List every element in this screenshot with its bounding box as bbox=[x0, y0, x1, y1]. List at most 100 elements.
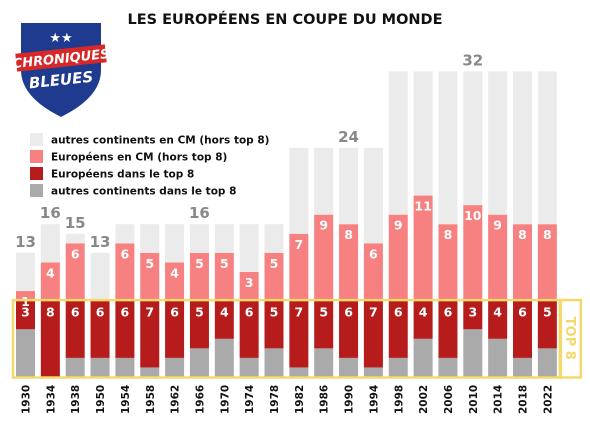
bar-segment bbox=[413, 300, 433, 339]
total-label: 16 bbox=[189, 204, 210, 222]
legend-swatch bbox=[30, 184, 43, 197]
bar-segment bbox=[40, 262, 60, 301]
legend-label: autres continents en CM (hors top 8) bbox=[51, 135, 269, 147]
segment-value-label: 8 bbox=[46, 305, 55, 320]
segment-value-label: 4 bbox=[170, 265, 179, 280]
bar-segment bbox=[363, 243, 383, 301]
bar-segment bbox=[363, 147, 383, 244]
bar-segment bbox=[214, 300, 234, 339]
segment-value-label: 6 bbox=[444, 305, 453, 320]
year-tick-label: 1990 bbox=[344, 385, 356, 414]
bar-segment bbox=[115, 224, 135, 244]
bar-segment bbox=[463, 300, 483, 330]
bar-segment bbox=[239, 271, 259, 301]
bar-segment bbox=[239, 357, 259, 377]
bar-segment bbox=[314, 147, 334, 215]
segment-value-label: 4 bbox=[46, 265, 55, 280]
year-tick-label: 1958 bbox=[145, 385, 157, 414]
year-tick-label: 2006 bbox=[443, 385, 455, 414]
bar-segment bbox=[214, 338, 234, 377]
bar-segment bbox=[189, 224, 209, 253]
bar-segment bbox=[289, 367, 309, 377]
bar-segment bbox=[537, 71, 557, 225]
bar-segment bbox=[289, 233, 309, 301]
bar-segment bbox=[314, 300, 334, 349]
bar-segment bbox=[363, 367, 383, 377]
segment-value-label: 1 bbox=[21, 294, 30, 309]
year-tick-label: 1974 bbox=[244, 385, 256, 414]
bar-segment bbox=[513, 357, 532, 377]
year-labels: 1930 1934 1938 1950 1954 1958 1962 1966 1970 1974… bbox=[21, 385, 555, 414]
segment-value-label: 8 bbox=[518, 227, 527, 242]
chronique-bleues-logo: ★★ CHRONIQUES BLEUES bbox=[12, 21, 110, 120]
segment-value-label: 9 bbox=[394, 218, 403, 233]
segment-value-label: 4 bbox=[493, 305, 502, 320]
segment-value-label: 3 bbox=[21, 305, 30, 320]
bar-segment bbox=[115, 300, 135, 358]
legend-item: autres continents en CM (hors top 8) bbox=[30, 133, 269, 147]
bar-segment bbox=[463, 71, 483, 206]
bar-segment bbox=[314, 214, 334, 301]
bar-segment bbox=[463, 205, 483, 301]
bar-segment bbox=[513, 300, 532, 358]
year-tick-label: 1950 bbox=[95, 385, 107, 414]
segment-value-label: 9 bbox=[319, 218, 328, 233]
legend-item: autres continents dans le top 8 bbox=[30, 184, 236, 198]
legend: autres continents en CM (hors top 8) Euro… bbox=[30, 133, 269, 198]
bar-segment bbox=[189, 348, 209, 377]
bar-segment bbox=[65, 300, 85, 358]
top8-frame: TOP 8 bbox=[11, 298, 583, 379]
segment-value-label: 4 bbox=[220, 305, 229, 320]
bar-segment bbox=[264, 224, 284, 253]
segment-value-label: 3 bbox=[245, 275, 254, 290]
bar-segment bbox=[140, 367, 160, 377]
bar-segment bbox=[413, 71, 433, 196]
segment-value-label: 7 bbox=[369, 305, 378, 320]
year-tick-label: 2014 bbox=[493, 385, 505, 414]
bars-group bbox=[16, 71, 557, 377]
bar-segment bbox=[438, 224, 458, 301]
bar-segment bbox=[140, 300, 160, 368]
bar-segment bbox=[463, 329, 483, 377]
segment-value-label: 3 bbox=[468, 305, 477, 320]
legend-item: Européens dans le top 8 bbox=[30, 167, 194, 181]
logo-stars: ★★ bbox=[49, 31, 72, 46]
total-label: 15 bbox=[65, 214, 86, 232]
bar-segment bbox=[413, 338, 433, 377]
total-label: 32 bbox=[462, 51, 483, 69]
bar-segment bbox=[16, 329, 35, 377]
bar-segment bbox=[488, 71, 508, 215]
bar-segment bbox=[165, 300, 185, 358]
segment-value-label: 6 bbox=[369, 246, 378, 261]
bar-segment bbox=[165, 262, 185, 301]
bar-segment bbox=[438, 300, 458, 358]
year-tick-label: 2018 bbox=[518, 385, 530, 414]
segment-value-label: 5 bbox=[145, 256, 154, 271]
legend-item: Européens en CM (hors top 8) bbox=[30, 150, 227, 164]
legend-label: Européens dans le top 8 bbox=[51, 169, 194, 181]
segment-value-label: 4 bbox=[419, 305, 428, 320]
year-tick-label: 1982 bbox=[294, 385, 306, 414]
chart-title: LES EUROPÉENS EN COUPE DU MONDE bbox=[128, 11, 443, 28]
bar-segment bbox=[264, 252, 284, 301]
segment-value-label: 5 bbox=[319, 305, 328, 320]
bar-segment bbox=[314, 348, 334, 377]
bar-segment bbox=[239, 224, 259, 272]
segment-value-label: 5 bbox=[270, 256, 279, 271]
bar-segment bbox=[40, 224, 60, 263]
bar-segment bbox=[388, 357, 408, 377]
segment-value-label: 6 bbox=[71, 305, 80, 320]
legend-label: autres continents dans le top 8 bbox=[51, 186, 236, 198]
year-tick-label: 1962 bbox=[170, 385, 182, 414]
segment-value-label: 7 bbox=[145, 305, 154, 320]
segment-value-label: 7 bbox=[294, 237, 303, 252]
year-tick-label: 1938 bbox=[70, 385, 82, 414]
year-tick-label: 2022 bbox=[542, 385, 554, 414]
legend-swatch bbox=[30, 167, 43, 180]
legend-swatch bbox=[30, 133, 43, 146]
segment-value-label: 5 bbox=[270, 305, 279, 320]
bar-segment bbox=[513, 224, 532, 301]
segment-value-label: 5 bbox=[543, 305, 552, 320]
